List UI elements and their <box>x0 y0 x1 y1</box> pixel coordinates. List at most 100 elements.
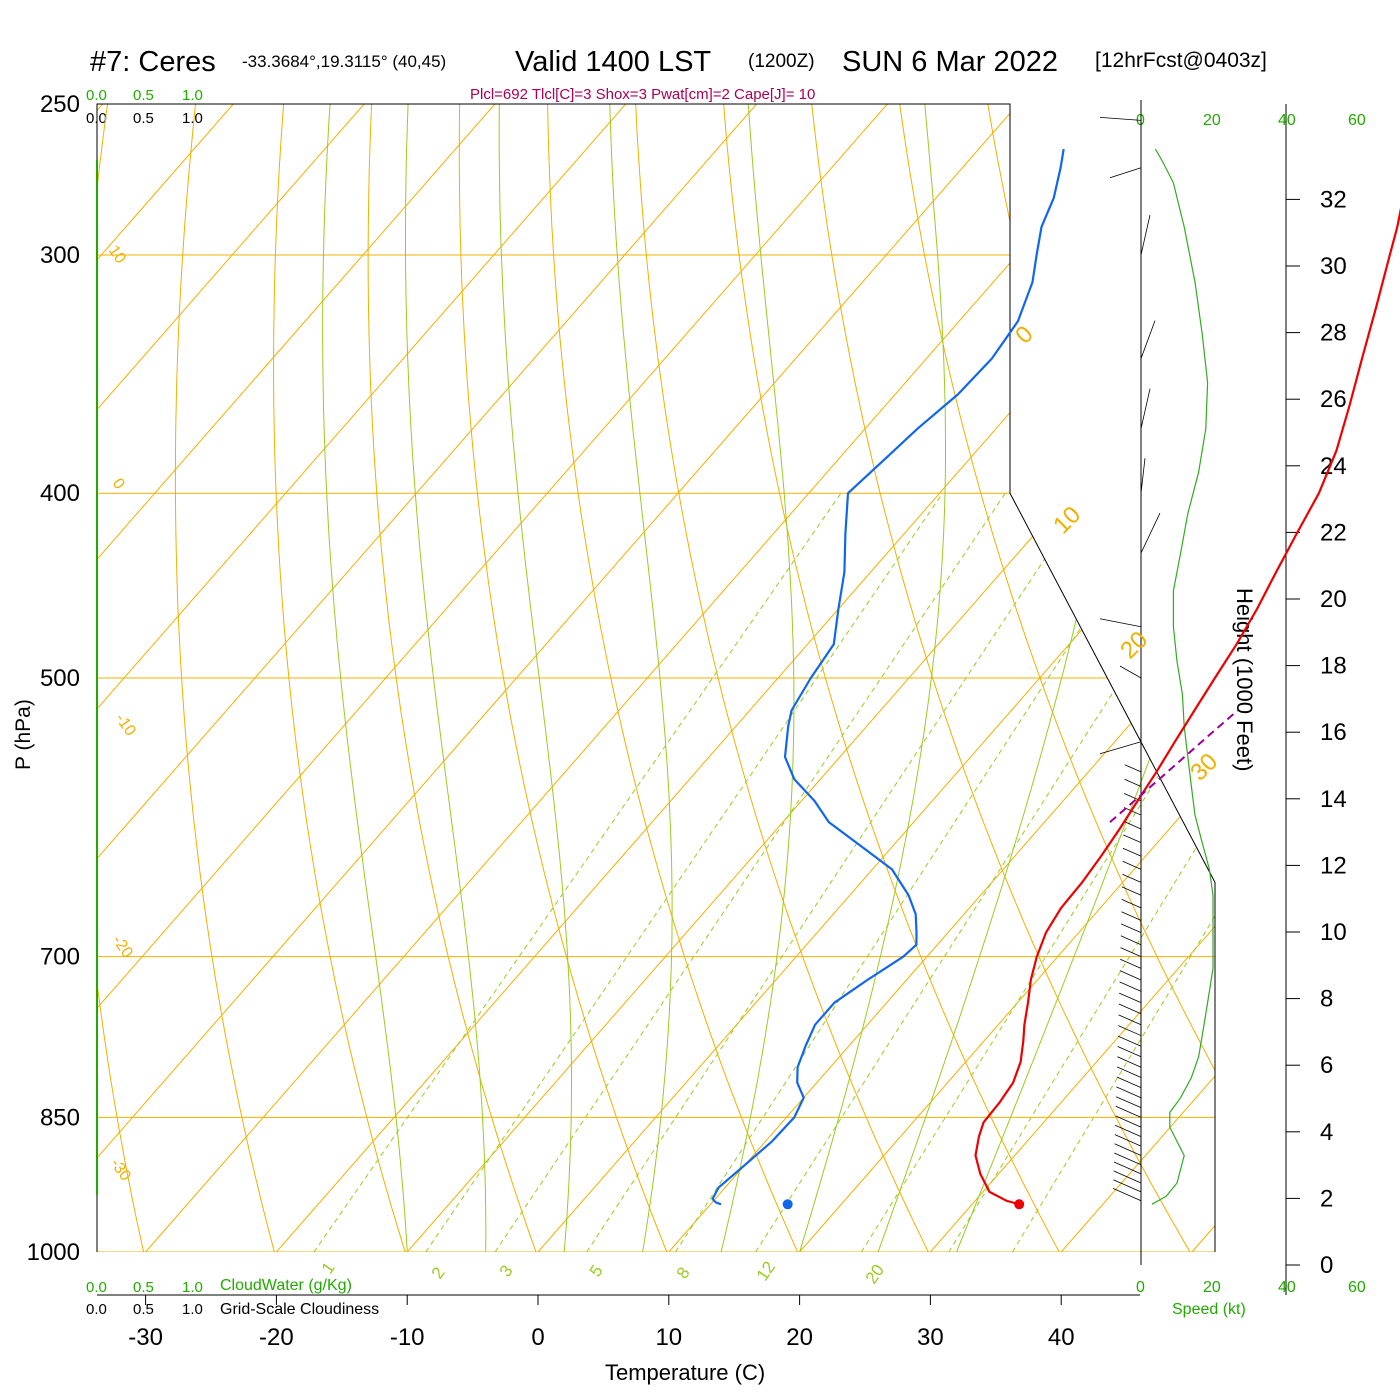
wind-barb <box>1117 1046 1142 1058</box>
mixing-ratio-line <box>860 492 1215 1252</box>
height-tick-label: 20 <box>1320 586 1347 613</box>
speed-tick-bottom: 60 <box>1348 1279 1366 1296</box>
x-tick-label: 30 <box>917 1324 944 1351</box>
isotherm <box>406 104 1215 1252</box>
cloudwater-label: CloudWater (g/Kg) <box>220 1277 352 1294</box>
pressure-tick-label: 400 <box>40 480 80 507</box>
dry-adiabat <box>894 104 1215 1252</box>
mixing-ratio-label: 20 <box>862 1261 888 1287</box>
wind-barb <box>1124 778 1142 787</box>
wind-barb <box>1112 1188 1142 1202</box>
dewpoint-profile <box>711 148 1065 1206</box>
height-tick-label: 2 <box>1320 1185 1333 1212</box>
wind-barb <box>1122 873 1142 883</box>
isotherm-label: -30 <box>107 1156 134 1185</box>
moist-adiabat <box>405 104 487 1252</box>
isotherm <box>97 104 1019 1252</box>
mixing-ratio-line <box>1012 492 1215 1252</box>
wind-barb <box>1117 1056 1142 1068</box>
wind-barb <box>1114 1134 1142 1147</box>
dry-adiabat <box>633 104 970 1252</box>
moist-adiabat <box>956 104 1215 1252</box>
mixing-ratio-label: 2 <box>428 1264 449 1283</box>
mixing-ratio-line <box>675 492 1169 1252</box>
wind-barb <box>1121 899 1142 909</box>
isotherm <box>799 104 1215 1252</box>
isotherm <box>97 104 888 1252</box>
wind-barb <box>1123 807 1142 816</box>
pressure-tick-label: 250 <box>40 91 80 118</box>
x-tick-label: 20 <box>786 1324 813 1351</box>
forecast-cycle: [12hrFcst@0403z] <box>1095 49 1267 72</box>
height-axis-title: Height (1000 Feet) <box>1232 588 1257 771</box>
cloud-tick-bottom: 1.0 <box>182 1301 203 1318</box>
height-tick-label: 28 <box>1320 320 1347 347</box>
wind-barb <box>1140 388 1151 429</box>
moist-adiabat <box>322 104 408 1252</box>
height-tick-label: 10 <box>1320 919 1347 946</box>
wind-barb <box>1099 618 1142 628</box>
mixing-ratio-label: 1 <box>318 1259 339 1278</box>
cw-tick-bottom: 1.0 <box>182 1279 203 1296</box>
wind-barb <box>1116 1086 1142 1099</box>
speed-scale-top: 0 20 40 60 <box>1136 112 1366 129</box>
wind-barb <box>1113 1161 1142 1175</box>
dry-adiabat <box>807 104 1215 1252</box>
wind-barb <box>1120 947 1142 958</box>
pressure-tick-label: 300 <box>40 242 80 269</box>
zulu-time: (1200Z) <box>748 51 815 72</box>
cloudiness-scale-top: 0.0 0.5 1.0 <box>86 110 203 127</box>
wind-barb <box>1113 1170 1142 1184</box>
wind-barb <box>1124 764 1142 773</box>
speed-tick-bottom: 20 <box>1203 1279 1221 1296</box>
wind-barb <box>1120 935 1142 946</box>
wind-barb <box>1119 665 1142 679</box>
height-tick-label: 18 <box>1320 653 1347 680</box>
dry-adiabat <box>97 104 163 1252</box>
isotherm <box>145 104 1150 1252</box>
isotherm-label: 10 <box>105 243 129 267</box>
wind-panel <box>1099 116 1214 1205</box>
speed-tick-top: 20 <box>1203 112 1221 129</box>
height-tick-label: 26 <box>1320 386 1347 413</box>
wind-barb <box>1122 860 1142 870</box>
wind-barb <box>1140 458 1146 494</box>
cw-tick-top: 0.5 <box>133 87 154 104</box>
wind-barb <box>1115 1105 1142 1118</box>
mixing-ratio-line <box>948 492 1215 1252</box>
x-tick-label: -10 <box>390 1324 425 1351</box>
wind-barb <box>1121 911 1142 921</box>
pressure-tick-label: 700 <box>40 944 80 971</box>
height-tick-label: 12 <box>1320 852 1347 879</box>
speed-tick-bottom: 40 <box>1278 1279 1296 1296</box>
surface-dewpoint-marker <box>782 1199 793 1210</box>
height-tick-label: 32 <box>1320 186 1347 213</box>
wind-barb <box>1140 214 1151 256</box>
x-tick-label: 10 <box>655 1324 682 1351</box>
cloudwater-scale-top: 0.0 0.5 1.0 <box>86 87 203 104</box>
speed-tick-top: 40 <box>1278 112 1296 129</box>
axis-ticks: -30 -20 -10 0 10 20 30 402503004005007008501000… <box>27 91 1347 1351</box>
pressure-tick-label: 1000 <box>27 1239 80 1266</box>
height-tick-label: 4 <box>1320 1119 1333 1146</box>
cw-tick-top: 0.0 <box>86 87 107 104</box>
cloud-tick-top: 1.0 <box>182 110 203 127</box>
moist-adiabat <box>498 104 572 1252</box>
wind-barb <box>1109 167 1142 179</box>
station-title: #7: Ceres <box>90 46 216 78</box>
mixing-ratio-line <box>494 492 1006 1252</box>
mixing-ratio-line <box>313 492 842 1252</box>
station-coords: -33.3684°,19.3115° (40,45) <box>242 52 446 71</box>
isotherm-label: 20 <box>1115 626 1153 664</box>
mixing-ratio-line <box>586 492 1089 1252</box>
temperature-profile <box>974 207 1400 1206</box>
wind-barb <box>1123 820 1142 830</box>
wind-barb <box>1120 958 1142 969</box>
height-tick-label: 6 <box>1320 1052 1333 1079</box>
wind-barb <box>1116 1076 1142 1089</box>
dry-adiabat <box>273 104 432 1252</box>
wind-barb <box>1140 320 1156 359</box>
sounding-profiles <box>711 148 1400 1210</box>
isotherm <box>1060 104 1215 1252</box>
